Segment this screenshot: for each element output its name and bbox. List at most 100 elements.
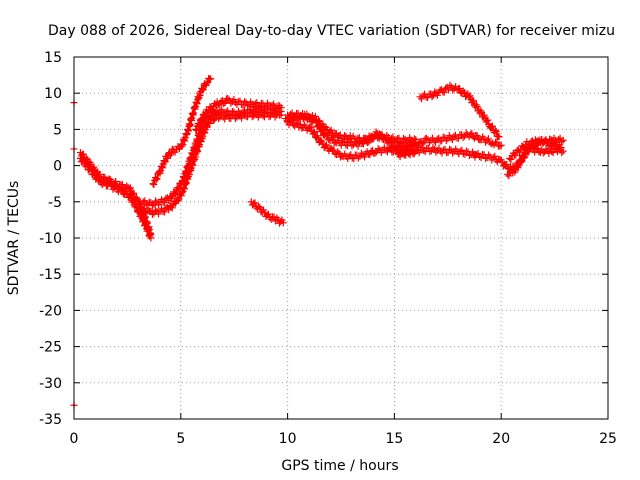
- data-point: [181, 134, 189, 142]
- data-point: [150, 181, 158, 189]
- data-point: [166, 151, 174, 159]
- data-point: [323, 141, 331, 149]
- data-point: [549, 149, 557, 157]
- data-point: [153, 175, 161, 183]
- axis-ticks: 0 5 10 15 20 25 15 10 5 0 -5 -10 -15 -20 -25 -30 -35: [39, 50, 617, 447]
- data-point: [470, 97, 478, 105]
- data-point: [354, 154, 362, 162]
- data-point: [446, 145, 454, 153]
- x-tick-label: 25: [599, 431, 617, 447]
- x-tick-label: 20: [492, 431, 510, 447]
- data-point: [390, 136, 398, 144]
- data-point: [400, 134, 408, 142]
- data-point: [180, 135, 188, 143]
- data-point: [449, 149, 457, 157]
- data-point: [449, 86, 457, 94]
- data-point: [488, 122, 496, 130]
- data-point: [165, 206, 173, 214]
- y-axis-label: SDTVAR / TECUs: [6, 181, 22, 296]
- data-point: [213, 112, 221, 120]
- data-point: [79, 156, 87, 164]
- data-point: [132, 194, 140, 202]
- data-point: [268, 109, 276, 117]
- data-point: [287, 110, 295, 118]
- data-point: [202, 80, 210, 88]
- data-point: [193, 126, 201, 134]
- data-point: [526, 141, 534, 149]
- data-point: [168, 204, 176, 212]
- data-point: [473, 132, 481, 140]
- data-point: [446, 81, 454, 89]
- x-tick-label: 0: [70, 431, 79, 447]
- data-point: [477, 107, 485, 115]
- y-tick-label: 10: [44, 86, 62, 102]
- data-point: [133, 203, 141, 211]
- data-point: [231, 115, 239, 123]
- data-point: [118, 186, 126, 194]
- data-point: [450, 133, 458, 141]
- data-points: [70, 74, 567, 409]
- data-point: [148, 210, 156, 218]
- data-point: [493, 138, 501, 146]
- data-point: [160, 199, 168, 207]
- data-point: [468, 129, 476, 137]
- data-point: [112, 182, 120, 190]
- data-point: [418, 95, 426, 103]
- y-tick-label: -35: [39, 412, 62, 428]
- data-point: [474, 149, 482, 157]
- data-point: [241, 98, 249, 106]
- data-point: [248, 113, 256, 121]
- data-point: [96, 175, 104, 183]
- data-point: [82, 160, 90, 168]
- data-point: [211, 115, 219, 123]
- data-point: [473, 102, 481, 110]
- data-point: [348, 142, 356, 150]
- data-point: [371, 149, 379, 157]
- data-point: [288, 117, 296, 125]
- data-point: [503, 161, 511, 169]
- data-point: [371, 132, 379, 140]
- data-point: [144, 225, 152, 233]
- data-point: [466, 92, 474, 100]
- data-point: [277, 104, 285, 112]
- data-point: [206, 119, 214, 127]
- data-point: [390, 142, 398, 150]
- data-point: [140, 204, 148, 212]
- data-point: [412, 145, 420, 153]
- data-point: [230, 112, 238, 120]
- chart-title: Day 088 of 2026, Sidereal Day-to-day VTE…: [48, 23, 615, 39]
- data-point: [512, 151, 520, 159]
- y-tick-label: 0: [53, 159, 62, 175]
- data-point: [558, 137, 566, 145]
- data-point: [137, 212, 145, 220]
- data-point: [559, 147, 567, 155]
- data-point: [253, 99, 261, 107]
- y-tick-label: -20: [39, 303, 62, 319]
- data-point: [317, 136, 325, 144]
- data-point: [181, 137, 189, 145]
- data-point: [179, 141, 187, 149]
- data-point: [330, 146, 338, 154]
- data-point: [480, 111, 488, 119]
- data-point: [558, 149, 566, 157]
- data-point: [196, 91, 204, 99]
- data-point: [484, 116, 492, 124]
- data-point: [279, 219, 287, 227]
- data-point: [277, 111, 285, 119]
- data-point: [149, 180, 157, 188]
- data-point: [239, 111, 247, 119]
- data-point: [358, 138, 366, 146]
- data-point: [354, 142, 362, 150]
- data-point: [458, 146, 466, 154]
- data-point: [459, 87, 467, 95]
- data-point: [220, 99, 228, 107]
- data-point: [430, 145, 438, 153]
- data-point: [199, 86, 207, 94]
- data-point: [146, 230, 154, 238]
- data-point: [462, 147, 470, 155]
- data-point: [505, 172, 513, 180]
- data-point: [491, 126, 499, 134]
- data-point: [126, 191, 134, 199]
- data-point: [195, 121, 203, 129]
